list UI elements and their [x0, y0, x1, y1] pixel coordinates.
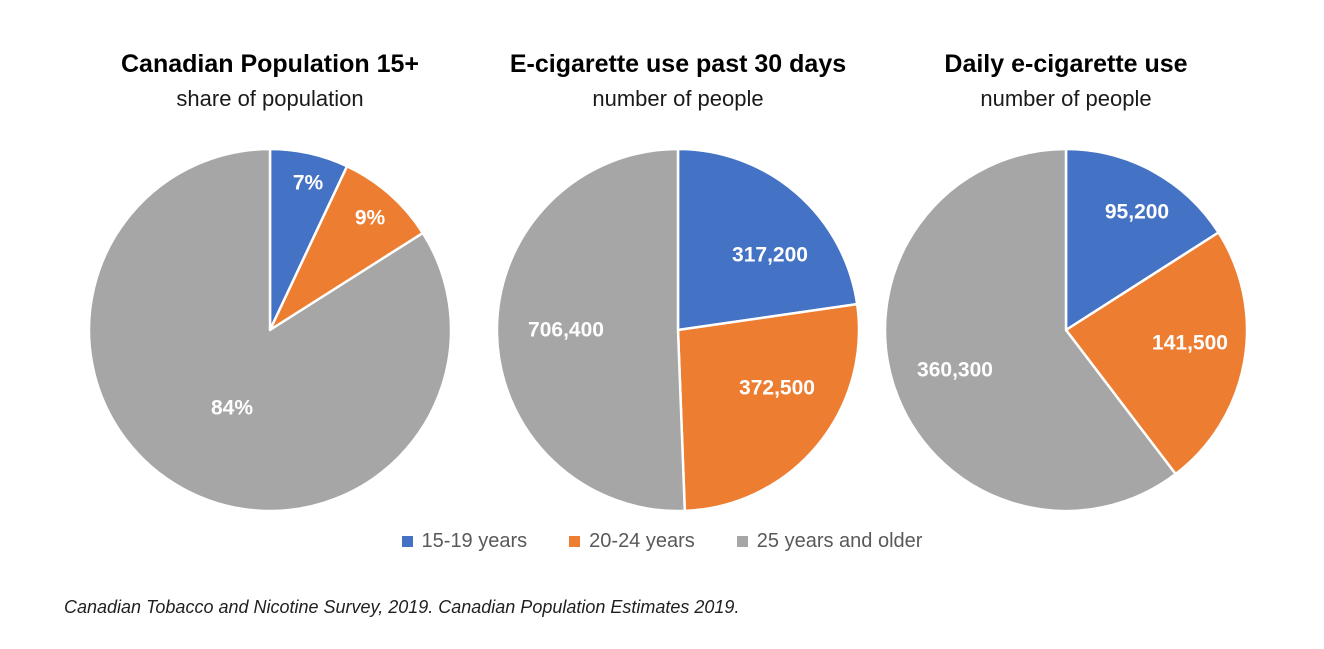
slice-data-label: 706,400	[528, 319, 604, 342]
pie-slice	[495, 147, 687, 513]
chart-title: E-cigarette use past 30 days	[509, 50, 847, 78]
pie-slice	[1064, 147, 1220, 332]
chart-subtitle: number of people	[592, 86, 764, 111]
slice-data-label: 141,500	[1152, 332, 1228, 355]
slice-data-label: 95,200	[1105, 201, 1169, 224]
legend: 15-19 years 20-24 years 25 years and old…	[0, 530, 1324, 553]
pie-slice	[883, 147, 1177, 513]
pie-chart-daily-use: 95,200 141,500 360,300	[883, 147, 1249, 513]
slice-data-label: 9%	[355, 207, 386, 230]
slice-data-label: 360,300	[917, 359, 993, 382]
pie-chart-population: 7% 9% 84%	[87, 147, 453, 513]
chart-header-past-30-days: E-cigarette use past 30 days number of p…	[478, 46, 878, 116]
chart-subtitle: number of people	[980, 86, 1152, 111]
legend-label: 20-24 years	[589, 530, 695, 552]
pie-chart-past-30-days: 317,200 372,500 706,400	[495, 147, 861, 513]
legend-label: 15-19 years	[421, 530, 528, 552]
legend-item-25-older: 25 years and older	[736, 530, 923, 553]
pie-slice	[676, 302, 861, 513]
chart-header-daily-use: Daily e-cigarette use number of people	[866, 46, 1266, 116]
legend-item-15-19: 15-19 years	[401, 530, 528, 553]
pie-slice	[87, 147, 453, 513]
slice-data-label: 84%	[211, 397, 253, 420]
chart-header-population: Canadian Population 15+ share of populat…	[70, 46, 470, 116]
pie-slice	[1064, 231, 1249, 476]
chart-subtitle: share of population	[176, 86, 364, 111]
pie-slice	[268, 164, 425, 332]
source-citation: Canadian Tobacco and Nicotine Survey, 20…	[64, 597, 740, 617]
chart-title: Daily e-cigarette use	[944, 50, 1188, 78]
legend-label: 25 years and older	[756, 530, 923, 552]
slice-data-label: 372,500	[739, 377, 815, 400]
chart-title: Canadian Population 15+	[121, 50, 419, 78]
legend-swatch-blue-icon	[401, 536, 413, 547]
pie-slice	[676, 147, 859, 332]
slice-data-label: 7%	[293, 172, 324, 195]
legend-item-20-24: 20-24 years	[569, 530, 695, 553]
legend-swatch-orange-icon	[569, 536, 581, 547]
slice-data-label: 317,200	[732, 244, 808, 267]
legend-swatch-gray-icon	[736, 536, 748, 547]
